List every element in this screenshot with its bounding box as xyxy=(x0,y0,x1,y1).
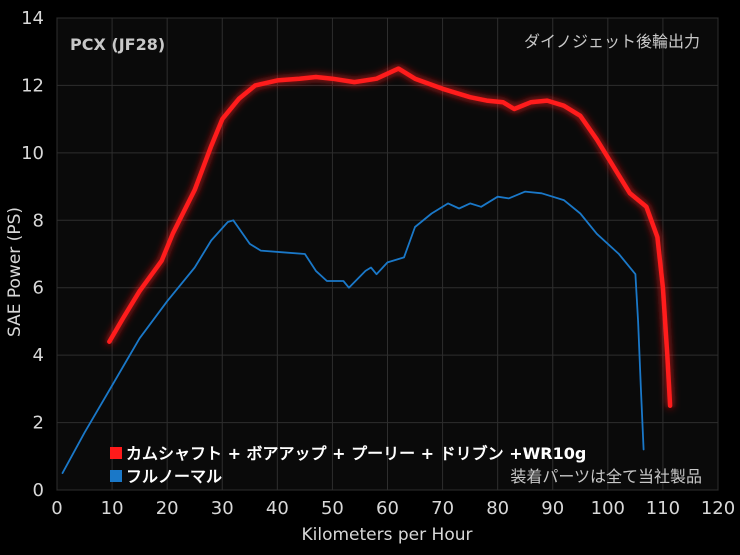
x-tick-label: 80 xyxy=(486,498,509,519)
legend-swatch-blue xyxy=(110,470,122,482)
x-tick-label: 40 xyxy=(266,498,289,519)
x-tick-label: 70 xyxy=(431,498,454,519)
x-tick-label: 60 xyxy=(376,498,399,519)
legend-swatch-red xyxy=(110,447,122,459)
series-layer xyxy=(61,66,673,474)
series-line-stock xyxy=(61,190,645,474)
y-tick-label: 8 xyxy=(33,210,44,231)
x-tick-label: 110 xyxy=(646,498,680,519)
x-axis-title: Kilometers per Hour xyxy=(302,525,473,545)
chart-subtitle: ダイノジェット後輪出力 xyxy=(524,32,700,51)
x-tick-label: 10 xyxy=(101,498,124,519)
y-tick-label: 10 xyxy=(21,143,44,164)
y-tick-label: 12 xyxy=(21,75,44,96)
y-tick-label: 0 xyxy=(33,480,44,501)
chart-title: PCX (JF28) xyxy=(70,35,165,54)
x-tick-label: 0 xyxy=(51,498,62,519)
y-tick-label: 6 xyxy=(33,278,44,299)
y-tick-label: 2 xyxy=(33,413,44,434)
grid-horizontal xyxy=(57,17,718,491)
x-tick-label: 30 xyxy=(211,498,234,519)
legend-label-stock: フルノーマル xyxy=(126,467,222,486)
x-tick-label: 20 xyxy=(156,498,179,519)
x-tick-labels: 0 10 20 30 40 50 60 70 80 90 100 110 120 xyxy=(51,498,735,519)
x-tick-label: 120 xyxy=(701,498,735,519)
parts-note: 装着パーツは全て当社製品 xyxy=(510,467,702,486)
series-line-modified xyxy=(107,66,673,408)
legend: カムシャフト + ボアアップ + プーリー + ドリブン +WR10g フルノー… xyxy=(110,444,586,486)
y-tick-label: 4 xyxy=(33,345,44,366)
grid-vertical xyxy=(56,18,719,490)
x-tick-label: 90 xyxy=(541,498,564,519)
y-axis-title: SAE Power (PS) xyxy=(5,207,25,337)
legend-label-modified: カムシャフト + ボアアップ + プーリー + ドリブン +WR10g xyxy=(126,444,586,463)
x-tick-label: 100 xyxy=(591,498,625,519)
y-tick-labels: 0 2 4 6 8 10 12 14 xyxy=(21,8,44,501)
x-tick-label: 50 xyxy=(321,498,344,519)
y-tick-label: 14 xyxy=(21,8,44,29)
